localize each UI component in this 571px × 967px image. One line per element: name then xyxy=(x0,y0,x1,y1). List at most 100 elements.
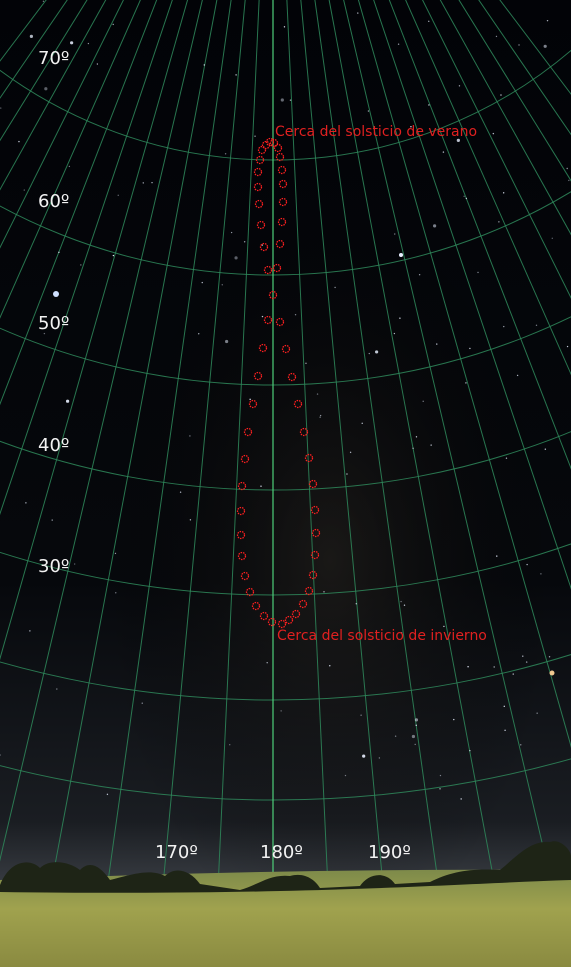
star xyxy=(141,702,143,704)
star xyxy=(58,251,60,254)
star xyxy=(456,138,460,142)
star xyxy=(504,729,506,731)
annotation: Cerca del solsticio de verano xyxy=(275,124,477,140)
star xyxy=(566,345,569,348)
star xyxy=(378,757,381,759)
star xyxy=(536,712,538,714)
azimuth-line xyxy=(357,0,571,748)
star xyxy=(51,519,53,521)
sun-position xyxy=(251,601,261,611)
analemma xyxy=(236,137,321,629)
star xyxy=(415,724,417,726)
star xyxy=(56,688,58,690)
star xyxy=(346,473,348,475)
star xyxy=(42,0,45,2)
sun-position xyxy=(278,179,288,189)
sun-position xyxy=(258,343,268,353)
star xyxy=(29,34,33,39)
azimuth-line xyxy=(388,0,571,470)
star xyxy=(566,167,568,170)
star xyxy=(112,254,115,257)
star xyxy=(367,110,370,112)
altitude-label: 50º xyxy=(38,313,69,334)
star xyxy=(422,400,424,402)
sun-position xyxy=(267,617,277,627)
star xyxy=(520,744,522,746)
star xyxy=(151,181,153,184)
star xyxy=(115,592,117,594)
sun-position xyxy=(273,143,283,153)
altitude-label: 60º xyxy=(38,191,69,212)
azimuth-line xyxy=(213,0,260,967)
azimuth-label: 190º xyxy=(368,842,411,863)
azimuth-line xyxy=(314,0,451,967)
star xyxy=(334,286,336,289)
star xyxy=(349,451,352,454)
star xyxy=(234,256,238,260)
sun-position xyxy=(277,619,287,629)
star xyxy=(25,502,27,504)
star xyxy=(400,632,403,634)
sun-position xyxy=(240,454,250,464)
star xyxy=(368,352,370,355)
sun-position xyxy=(298,599,308,609)
sun-position xyxy=(311,528,321,538)
stars xyxy=(0,0,570,800)
azimuth-line xyxy=(328,0,511,967)
star xyxy=(493,666,495,668)
star xyxy=(225,339,229,344)
altitude-label: 70º xyxy=(38,48,69,69)
sun-position xyxy=(299,427,309,437)
ground xyxy=(0,841,571,967)
star xyxy=(68,165,71,168)
star xyxy=(254,135,256,137)
star xyxy=(540,573,542,575)
sun-position xyxy=(265,137,275,147)
sun-position xyxy=(275,152,285,162)
star xyxy=(442,151,445,153)
sun-position xyxy=(254,199,264,209)
sun-position xyxy=(268,290,278,300)
star xyxy=(502,192,505,194)
sun-position xyxy=(284,615,294,625)
star xyxy=(460,798,462,800)
sun-position xyxy=(310,505,320,515)
star xyxy=(495,35,498,38)
star xyxy=(428,104,430,106)
star xyxy=(44,87,48,91)
sun-position xyxy=(275,317,285,327)
altitude-label: 40º xyxy=(38,435,69,456)
star xyxy=(522,655,524,657)
sun-position xyxy=(304,586,314,596)
star xyxy=(428,20,430,23)
star xyxy=(453,718,455,721)
sun-position xyxy=(248,399,258,409)
star xyxy=(189,519,192,521)
annotation: Cerca del solsticio de invierno xyxy=(277,628,487,644)
sun-position xyxy=(257,145,267,155)
star xyxy=(465,382,467,384)
star xyxy=(549,670,555,676)
star xyxy=(355,603,357,605)
star xyxy=(360,714,362,716)
star xyxy=(65,399,70,403)
azimuth-line xyxy=(0,0,158,406)
star xyxy=(418,274,421,276)
star xyxy=(477,271,479,274)
azimuth-label: 180º xyxy=(260,842,303,863)
sun-position xyxy=(259,611,269,621)
azimuth-line xyxy=(300,0,392,967)
star xyxy=(546,19,549,22)
star xyxy=(0,107,2,109)
star xyxy=(189,435,191,437)
star xyxy=(412,447,414,449)
star xyxy=(0,754,1,756)
star xyxy=(73,563,76,565)
sun-position xyxy=(263,265,273,275)
sun-position xyxy=(308,570,318,580)
star xyxy=(458,85,461,87)
azimuth-line xyxy=(0,0,141,319)
star xyxy=(243,241,246,243)
star xyxy=(106,793,109,796)
sun-position xyxy=(253,371,263,381)
